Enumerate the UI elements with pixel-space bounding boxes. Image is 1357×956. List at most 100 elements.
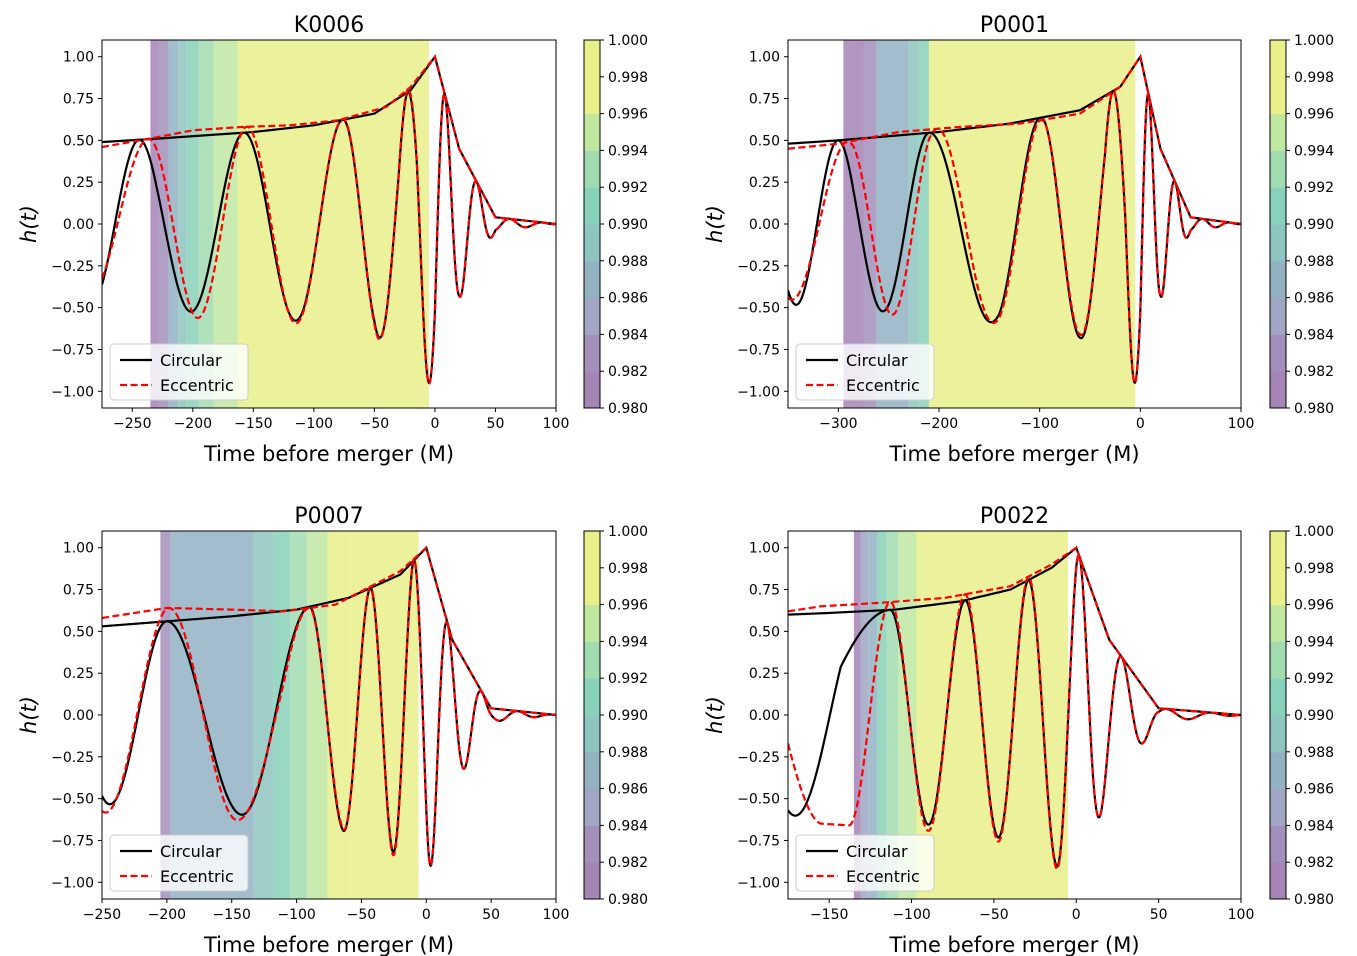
y-tick-label: −0.75 bbox=[51, 342, 94, 358]
colorbar-tick-label: 0.992 bbox=[1294, 180, 1334, 196]
x-tick-label: 0 bbox=[1136, 416, 1145, 432]
colorbar-tick-label: 1.000 bbox=[1294, 33, 1334, 49]
y-axis-label: h(t) bbox=[703, 696, 727, 734]
colorbar-bin bbox=[1270, 567, 1286, 606]
colorbar-bin bbox=[584, 751, 600, 790]
colorbar-tick-label: 0.990 bbox=[608, 217, 648, 233]
series-eccentric-envelope bbox=[788, 546, 1241, 717]
legend-label-circular: Circular bbox=[160, 842, 222, 861]
y-tick-label: 1.00 bbox=[63, 50, 94, 66]
colorbar-bin bbox=[584, 531, 600, 569]
chart-title: P0007 bbox=[294, 504, 363, 529]
colorbar-bin bbox=[1270, 187, 1286, 225]
colorbar-bin bbox=[1270, 531, 1286, 569]
colorbar-tick-label: 0.996 bbox=[1294, 598, 1334, 614]
x-tick-label: −150 bbox=[234, 416, 272, 432]
shading-band-5 bbox=[928, 40, 1010, 408]
colorbar-bin bbox=[584, 224, 600, 262]
colorbar-bin bbox=[584, 567, 600, 606]
colorbar-bin bbox=[1270, 113, 1286, 151]
series-eccentric-line bbox=[788, 90, 1241, 384]
shading-band-4 bbox=[290, 531, 307, 899]
x-tick-label: 0 bbox=[422, 907, 431, 923]
colorbar-tick-label: 0.982 bbox=[1294, 364, 1334, 380]
shading-band-2 bbox=[868, 531, 877, 899]
colorbar-bin bbox=[1270, 40, 1286, 78]
series-circular-line bbox=[102, 90, 556, 384]
shading-band-6 bbox=[1009, 40, 1136, 408]
x-tick-label: 100 bbox=[543, 416, 570, 432]
y-axis-label: h(t) bbox=[17, 205, 41, 243]
colorbar-tick-label: 0.994 bbox=[1294, 143, 1334, 159]
colorbar-bin bbox=[1270, 788, 1286, 826]
series-eccentric-line bbox=[102, 87, 556, 385]
y-tick-label: 0.75 bbox=[749, 92, 780, 108]
colorbar-tick-label: 0.980 bbox=[1294, 401, 1334, 417]
shading-band-0 bbox=[843, 40, 864, 408]
colorbar-tick-label: 0.980 bbox=[608, 401, 648, 417]
chart-panel-K0006: −250 −200 −150 −100 −50 0 50 100 −1.00 −0.75 −0.50… bbox=[17, 13, 648, 466]
y-axis-label: h(t) bbox=[703, 205, 727, 243]
match-shading bbox=[160, 531, 419, 899]
shading-band-5 bbox=[898, 531, 917, 899]
colorbar-bin bbox=[584, 297, 600, 335]
colorbar-tick-label: 0.992 bbox=[1294, 671, 1334, 687]
x-axis-label: Time before merger (M) bbox=[203, 442, 454, 466]
colorbar-bin bbox=[1270, 297, 1286, 335]
y-tick-label: 0.75 bbox=[749, 583, 780, 599]
colorbar-tick-label: 0.988 bbox=[608, 745, 648, 761]
x-tick-label: −100 bbox=[1020, 416, 1058, 432]
shading-band-4 bbox=[886, 531, 899, 899]
colorbar-bin bbox=[1270, 260, 1286, 299]
y-tick-label: −0.50 bbox=[737, 301, 780, 317]
y-tick-label: 0.50 bbox=[749, 624, 780, 640]
shading-band-1 bbox=[860, 531, 869, 899]
colorbar-tick-label: 0.998 bbox=[608, 70, 648, 86]
colorbar-bin bbox=[584, 334, 600, 372]
colorbar-tick-label: 0.984 bbox=[608, 818, 648, 834]
colorbar-tick-label: 1.000 bbox=[608, 524, 648, 540]
colorbar-bin bbox=[584, 862, 600, 900]
colorbar-bin bbox=[1270, 371, 1286, 409]
colorbar-bin bbox=[584, 150, 600, 188]
colorbar-tick-label: 0.988 bbox=[1294, 254, 1334, 270]
y-axis-label: h(t) bbox=[17, 696, 41, 734]
series-eccentric-envelope bbox=[788, 53, 1241, 226]
x-tick-label: 0 bbox=[1072, 907, 1081, 923]
colorbar-tick-label: 0.984 bbox=[1294, 818, 1334, 834]
legend-label-eccentric: Eccentric bbox=[160, 867, 234, 886]
y-tick-label: −0.75 bbox=[737, 833, 780, 849]
colorbar-bin bbox=[1270, 150, 1286, 188]
colorbar-tick-label: 0.986 bbox=[608, 291, 648, 307]
shading-band-6 bbox=[327, 531, 352, 899]
chart-panel-P0022: −150 −100 −50 0 50 100 −1.00 −0.75 −0.50 −0.25 0.0… bbox=[703, 504, 1334, 956]
legend-label-eccentric: Eccentric bbox=[846, 376, 920, 395]
x-tick-label: −200 bbox=[148, 907, 186, 923]
legend-label-eccentric: Eccentric bbox=[160, 376, 234, 395]
colorbar-tick-label: 0.992 bbox=[608, 180, 648, 196]
colorbar-tick-label: 0.994 bbox=[1294, 634, 1334, 650]
shading-band-4 bbox=[918, 40, 929, 408]
y-tick-label: −0.75 bbox=[737, 342, 780, 358]
x-tick-label: −100 bbox=[277, 907, 315, 923]
colorbar-bin bbox=[584, 604, 600, 642]
x-tick-label: 100 bbox=[543, 907, 570, 923]
series-lines bbox=[102, 54, 556, 385]
colorbar-bin bbox=[1270, 678, 1286, 716]
shading-band-3 bbox=[178, 40, 187, 408]
y-tick-label: 0.25 bbox=[749, 666, 780, 682]
x-tick-label: −50 bbox=[347, 907, 377, 923]
colorbar-tick-label: 0.994 bbox=[608, 634, 648, 650]
series-lines bbox=[788, 545, 1241, 871]
colorbar-bin bbox=[1270, 715, 1286, 753]
series-lines bbox=[102, 545, 556, 867]
y-tick-label: −0.50 bbox=[737, 792, 780, 808]
colorbar-tick-label: 0.998 bbox=[608, 561, 648, 577]
legend-label-circular: Circular bbox=[160, 351, 222, 370]
colorbar-bin bbox=[1270, 76, 1286, 115]
legend: Circular Eccentric bbox=[109, 834, 249, 892]
y-tick-label: 0.50 bbox=[63, 133, 94, 149]
x-tick-label: −150 bbox=[212, 907, 250, 923]
chart-panel-P0001: −300 −200 −100 0 100 −1.00 −0.75 −0.50 −0.25 0.00… bbox=[703, 13, 1334, 466]
colorbar: 0.980 0.982 0.984 0.986 0.988 0.990 0.992 0.994… bbox=[583, 524, 648, 908]
